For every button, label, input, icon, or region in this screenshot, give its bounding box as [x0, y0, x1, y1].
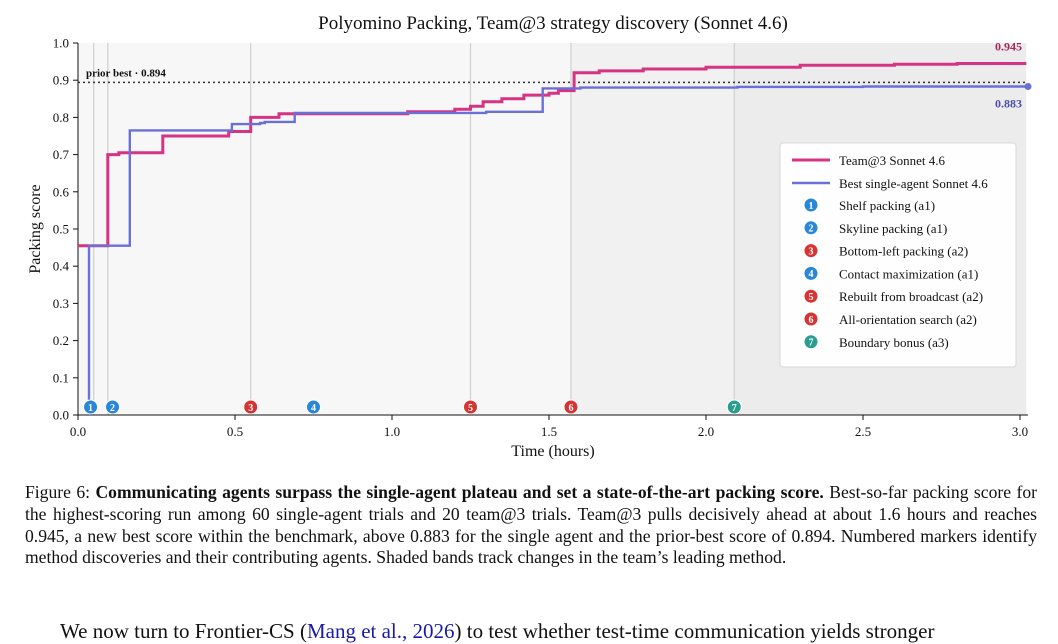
end-value-labels: 0.945 0.883	[995, 39, 1022, 110]
event-marker-number: 4	[311, 403, 316, 414]
x-axis-label: Time (hours)	[511, 443, 594, 460]
event-marker-number: 7	[732, 403, 737, 414]
event-marker	[463, 399, 478, 415]
end-value-label: 0.945	[995, 39, 1022, 53]
prior-best-label: prior best · 0.894	[86, 67, 166, 79]
event-marker	[726, 399, 742, 415]
legend-label: Shelf packing (a1)	[839, 198, 935, 213]
caption-prefix: Figure 6:	[25, 482, 96, 502]
legend-marker-number: 2	[809, 224, 814, 235]
y-tick-label: 1.0	[53, 36, 69, 51]
legend-marker-number: 4	[809, 269, 814, 280]
y-tick-label: 0.1	[53, 370, 69, 385]
event-lines	[93, 43, 735, 415]
single-agent-end-point	[1024, 83, 1032, 91]
x-tick-label: 2.0	[698, 424, 714, 439]
legend-label: Best single-agent Sonnet 4.6	[839, 176, 988, 191]
legend-box	[779, 142, 1017, 368]
body-paragraph: We now turn to Frontier-CS (Mang et al.,…	[60, 618, 1050, 644]
legend-label: Skyline packing (a1)	[839, 221, 947, 236]
legend-marker-number: 3	[809, 246, 814, 257]
shaded-band	[78, 43, 571, 415]
chart-title: Polyomino Packing, Team@3 strategy disco…	[318, 13, 788, 34]
team-series-line	[78, 62, 1027, 248]
legend-marker-number: 7	[809, 338, 814, 349]
legend-label: All-orientation search (a2)	[839, 312, 977, 327]
body-text-after: ) to test whether test-time communicatio…	[454, 619, 935, 643]
event-marker-number: 3	[248, 403, 253, 414]
legend-marker	[803, 243, 819, 259]
x-tick-label: 1.0	[384, 424, 400, 439]
event-marker-number: 5	[468, 403, 473, 414]
body-text-before: We now turn to Frontier-CS (	[60, 619, 307, 643]
x-tick-label: 0.0	[70, 424, 86, 439]
y-tick-label: 0.7	[53, 147, 70, 162]
event-marker	[83, 399, 99, 415]
legend-label: Contact maximization (a1)	[839, 266, 978, 281]
legend-marker	[803, 220, 819, 236]
legend-marker	[803, 265, 819, 281]
series-lines	[78, 62, 1032, 415]
legend-marker	[803, 311, 819, 327]
event-marker-number: 6	[568, 403, 573, 414]
event-marker	[105, 399, 121, 415]
shaded-band	[570, 43, 735, 415]
event-markers: 1 2 3 4 5 6 7	[83, 399, 742, 415]
legend-marker-number: 5	[809, 292, 814, 303]
legend-marker	[803, 288, 819, 304]
event-marker-number: 1	[88, 403, 93, 414]
x-tick-label: 2.5	[855, 424, 871, 439]
event-marker	[306, 399, 321, 415]
y-tick-label: 0.9	[53, 73, 69, 88]
caption-text: Best-so-far packing score for the highes…	[25, 482, 1037, 568]
y-axis-label: Packing score	[27, 184, 44, 273]
legend-label: Bottom-left packing (a2)	[839, 244, 968, 259]
event-marker	[243, 399, 259, 415]
legend-label: Boundary bonus (a3)	[839, 335, 949, 350]
legend-marker-number: 1	[809, 201, 814, 212]
legend-marker	[803, 334, 819, 350]
figure-caption: Figure 6: Communicating agents surpass t…	[25, 482, 1037, 569]
legend-marker-number: 6	[809, 315, 814, 326]
y-tick-label: 0.4	[53, 259, 70, 274]
y-tick-label: 0.8	[53, 110, 69, 125]
legend: Team@3 Sonnet 4.6 Best single-agent Sonne…	[779, 142, 1017, 368]
x-tick-label: 0.5	[227, 424, 243, 439]
figure-chart: 0.0 0.1 0.2 0.3 0.4 0.5 0.6 0.7 0.8 0.9 1.0 0.0 0.5 1…	[27, 13, 1032, 460]
legend-label: Team@3 Sonnet 4.6	[839, 153, 946, 168]
x-tick-label: 3.0	[1012, 424, 1028, 439]
event-marker	[563, 399, 579, 415]
y-tick-label: 0.5	[53, 222, 69, 237]
y-tick-label: 0.2	[53, 333, 69, 348]
y-tick-label: 0.3	[53, 296, 69, 311]
legend-marker	[803, 197, 819, 213]
y-tick-label: 0.0	[53, 408, 69, 423]
caption-bold: Communicating agents surpass the single-…	[95, 482, 824, 502]
y-tick-label: 0.6	[53, 184, 70, 199]
single-agent-series-line	[87, 85, 1027, 415]
citation-link[interactable]: Mang et al., 2026	[306, 619, 455, 643]
legend-label: Rebuilt from broadcast (a2)	[839, 289, 983, 304]
x-tick-label: 1.5	[541, 424, 557, 439]
axes: 0.0 0.1 0.2 0.3 0.4 0.5 0.6 0.7 0.8 0.9 1.0 0.0 0.5 1…	[53, 36, 1028, 440]
event-marker-number: 2	[110, 403, 115, 414]
end-value-label: 0.883	[995, 97, 1022, 111]
